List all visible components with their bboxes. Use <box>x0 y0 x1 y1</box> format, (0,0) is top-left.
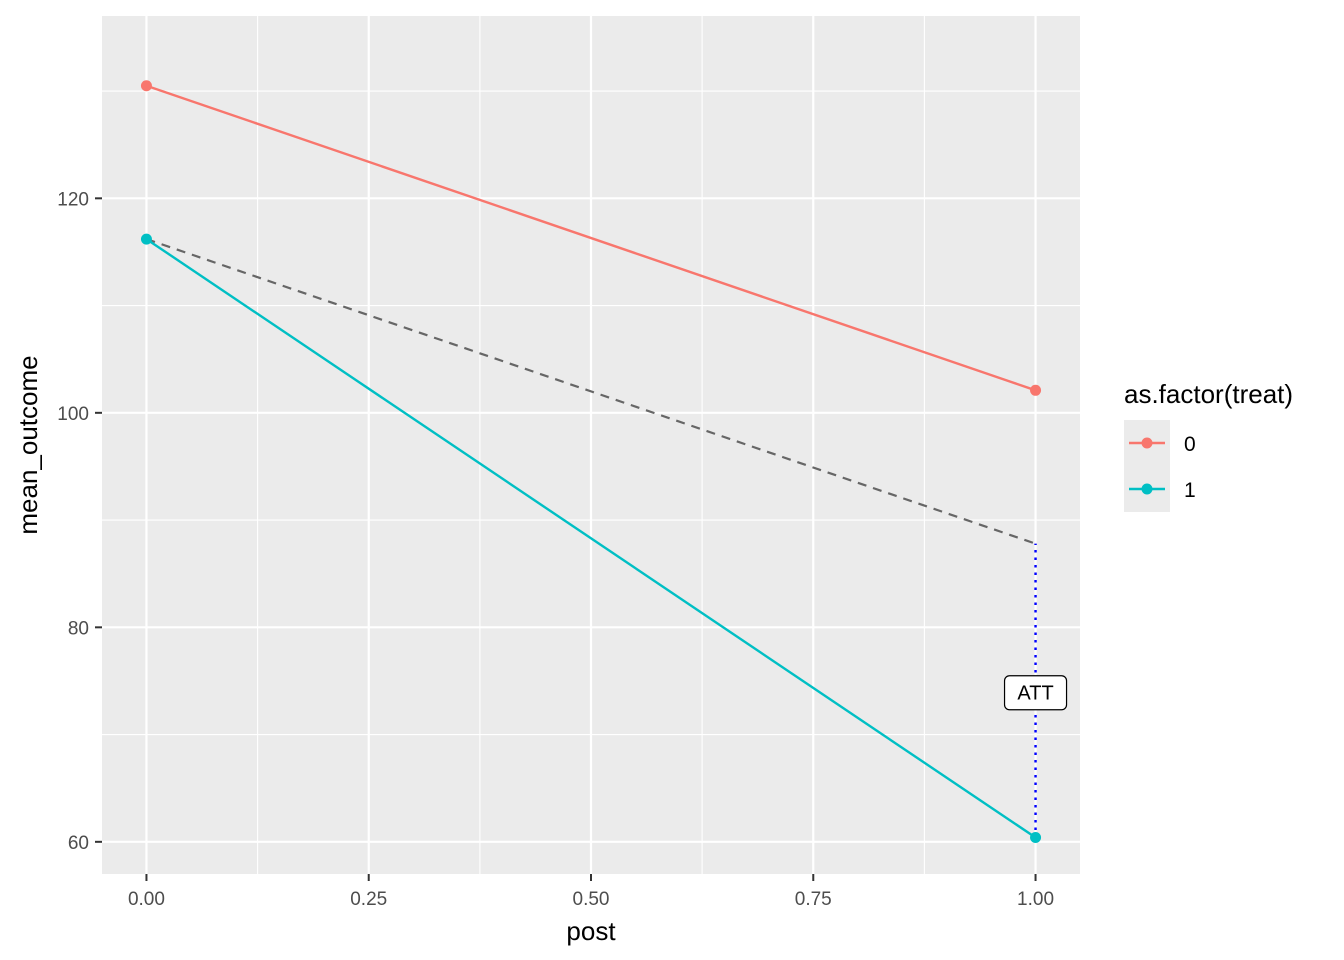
legend-key-point <box>1141 437 1153 449</box>
y-axis-title: mean_outcome <box>13 355 43 534</box>
legend: as.factor(treat) 0 1 <box>1124 379 1293 512</box>
x-tick-label: 0.25 <box>350 889 387 910</box>
y-tick-label: 100 <box>57 404 89 425</box>
series-lines <box>145 84 1037 839</box>
x-axis: 0.00 0.25 0.50 0.75 1.00 <box>128 874 1054 910</box>
series-point-1 <box>140 233 152 245</box>
legend-title: as.factor(treat) <box>1124 379 1293 409</box>
counterfactual-line <box>146 238 1036 545</box>
series-point-1 <box>1030 832 1042 844</box>
annotation-label-box <box>1003 675 1068 711</box>
annotations: ATT <box>1003 675 1068 711</box>
legend-label: 0 <box>1184 433 1196 456</box>
annotation-label-text: ATT <box>1017 683 1053 705</box>
series-points <box>140 80 1042 844</box>
x-tick-label: 0.00 <box>128 889 165 910</box>
series-line-0 <box>146 84 1036 392</box>
y-tick-label: 80 <box>68 618 89 639</box>
legend-label: 1 <box>1184 479 1196 502</box>
x-tick-label: 0.50 <box>573 889 610 910</box>
x-tick-label: 0.75 <box>795 889 832 910</box>
x-axis-title: post <box>566 916 616 946</box>
y-tick-label: 120 <box>57 189 89 210</box>
y-axis: 60 80 100 120 <box>57 189 102 854</box>
series-point-0 <box>140 80 152 92</box>
grid-major <box>102 16 1080 874</box>
series-point-0 <box>1030 384 1042 396</box>
y-tick-label: 60 <box>68 833 89 854</box>
x-tick-label: 1.00 <box>1017 889 1054 910</box>
reference-lines <box>146 238 1037 838</box>
legend-key-point <box>1141 483 1153 495</box>
series-line-1 <box>145 238 1037 839</box>
